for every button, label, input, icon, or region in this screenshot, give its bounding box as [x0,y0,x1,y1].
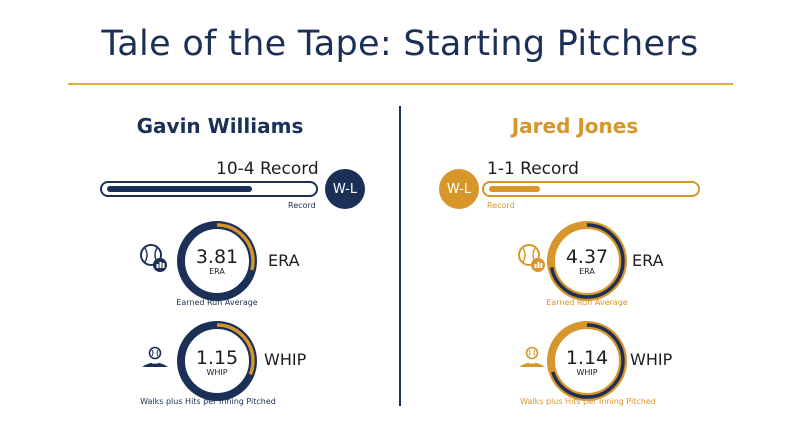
right-era-unit: ERA [579,267,595,276]
right-era-value: 4.37 [565,246,609,268]
center-divider [399,106,401,406]
right-wl-badge: W-L [439,169,479,209]
pitcher-mound-icon [519,346,545,367]
left-whip-readout: 1.15 WHIP [176,348,258,378]
left-era-readout: 3.81 ERA [176,247,258,277]
right-era-readout: 4.37 ERA [546,247,628,277]
pitcher-mound-icon [142,346,168,367]
right-era-ring [547,221,627,301]
right-whip-value: 1.14 [565,347,609,369]
left-whip-label: WHIP [264,350,307,369]
right-pitcher-name: Jared Jones [511,114,639,138]
left-record-caption: Record [288,201,316,210]
right-whip-caption: Walks plus Hits per Inning Pitched [520,397,656,406]
baseball-chart-icon [140,244,167,272]
title-divider [68,83,733,85]
left-record-bar-fill [107,186,252,192]
right-era-caption: Earned Run Average [546,298,628,307]
right-whip-readout: 1.14 WHIP [546,348,628,378]
right-whip-label: WHIP [630,350,673,369]
baseball-chart-icon [518,244,545,272]
left-wl-badge: W-L [325,169,365,209]
right-whip-unit: WHIP [576,368,598,377]
right-record-text: 1-1 Record [487,159,579,179]
right-record-bar [482,181,700,197]
left-era-unit: ERA [209,267,225,276]
right-record-caption: Record [487,201,515,210]
right-whip-ring [547,321,627,401]
left-whip-unit: WHIP [206,368,228,377]
left-whip-caption: Walks plus Hits per Inning Pitched [140,397,276,406]
left-pitcher-name: Gavin Williams [136,114,304,138]
left-era-caption: Earned Run Average [176,298,258,307]
right-era-label: ERA [632,251,664,270]
left-era-value: 3.81 [195,246,239,268]
left-whip-ring [177,321,257,401]
left-era-ring [177,221,257,301]
right-record-bar-fill [489,186,540,192]
page-title: Tale of the Tape: Starting Pitchers [101,24,699,64]
left-record-bar [100,181,318,197]
left-era-label: ERA [268,251,300,270]
left-record-text: 10-4 Record [216,159,319,179]
left-whip-value: 1.15 [195,347,239,369]
